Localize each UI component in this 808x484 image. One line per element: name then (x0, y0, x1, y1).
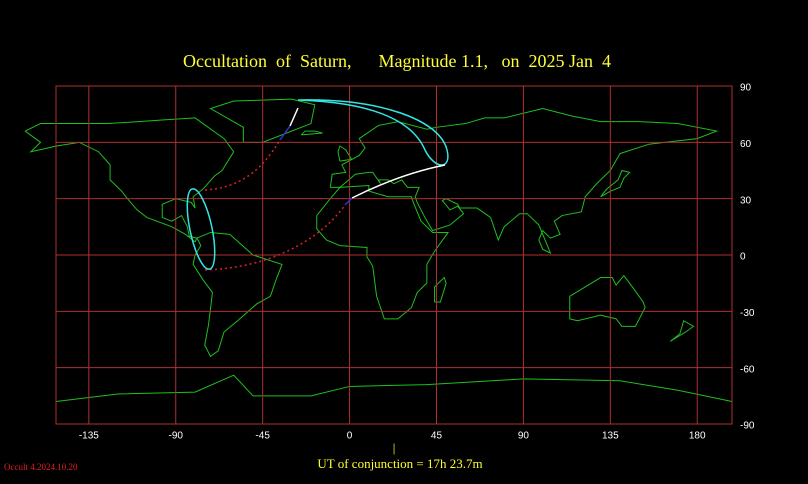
coastline (209, 98, 316, 143)
y-tick-label: 30 (740, 195, 752, 206)
x-tick-label: -135 (79, 431, 99, 442)
coastline (669, 319, 695, 342)
daylight-path (351, 164, 446, 199)
coastline (600, 169, 631, 198)
coastline (24, 117, 235, 243)
version: Occult 4.2024.10.20 (4, 462, 78, 472)
night-path (204, 204, 346, 271)
coastline (316, 184, 450, 320)
occultation-paths (186, 99, 449, 271)
y-tick-label: -60 (740, 364, 755, 375)
y-tick-label: 60 (740, 139, 752, 150)
x-tick-label: 90 (518, 431, 530, 442)
x-tick-label: 135 (602, 431, 619, 442)
grid: -135 -90 -45 0 45 90 135 180 90 60 30 0 -30 -60 -90 (55, 83, 755, 442)
coastline (55, 374, 733, 402)
x-tick-label: -90 (169, 431, 184, 442)
conjunction-time: UT of conjunction = 17h 23.7m (317, 456, 482, 471)
twilight-path (279, 125, 291, 141)
x-tick-label: 180 (689, 431, 706, 442)
coastline (329, 108, 719, 255)
coastline (569, 274, 646, 327)
x-tick-label: 45 (431, 431, 443, 442)
coastline (434, 276, 447, 303)
y-tick-label: 0 (740, 252, 746, 263)
conjunction-marker: | (393, 440, 396, 455)
coastline (300, 130, 323, 136)
daylight-path (289, 107, 299, 127)
y-tick-label: -30 (740, 308, 755, 319)
coastline (192, 231, 283, 358)
visibility-loop (186, 188, 216, 270)
x-tick-label: -45 (255, 431, 270, 442)
night-path (204, 139, 281, 191)
visibility-loop (297, 99, 449, 166)
y-tick-label: 90 (740, 83, 752, 94)
title: Occultation of Saturn, Magnitude 1.1, on… (183, 51, 611, 71)
x-tick-label: 0 (347, 431, 353, 442)
y-tick-label: -90 (740, 421, 755, 432)
coastlines (24, 98, 733, 402)
twilight-path (344, 197, 353, 206)
